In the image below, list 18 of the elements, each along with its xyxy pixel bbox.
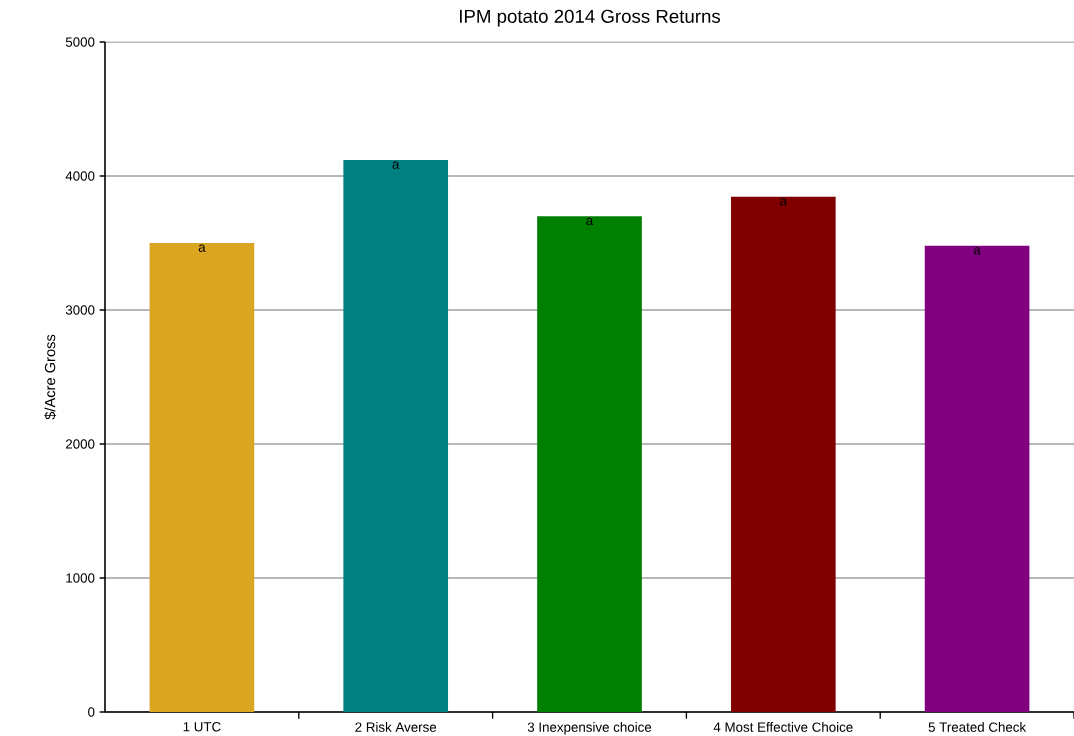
annotation: a — [392, 161, 400, 169]
y-tick-label: 1000 — [66, 573, 95, 583]
x-tick-label: 2 Risk Averse — [355, 722, 437, 732]
y-axis-title: $/Acre Gross — [44, 334, 57, 420]
chart-title: IPM potato 2014 Gross Returns — [459, 9, 721, 27]
y-tick-label: 4000 — [65, 171, 95, 181]
x-tick-label: 4 Most Effective Choice — [713, 722, 853, 732]
y-tick-label: 5000 — [65, 37, 95, 47]
annotation: a — [586, 217, 594, 226]
annotation: a — [780, 198, 788, 206]
y-tick-label: 2000 — [65, 439, 95, 449]
annotation: a — [198, 244, 206, 252]
y-tick-label: 0 — [88, 707, 95, 717]
x-tick-label: 1 UTC — [183, 722, 221, 732]
x-tick-label: 3 Inexpensive choice — [527, 722, 652, 735]
x-tick-label: 5 Treated Check — [928, 722, 1027, 732]
y-tick-label: 3000 — [65, 305, 95, 315]
annotation: a — [973, 247, 981, 255]
